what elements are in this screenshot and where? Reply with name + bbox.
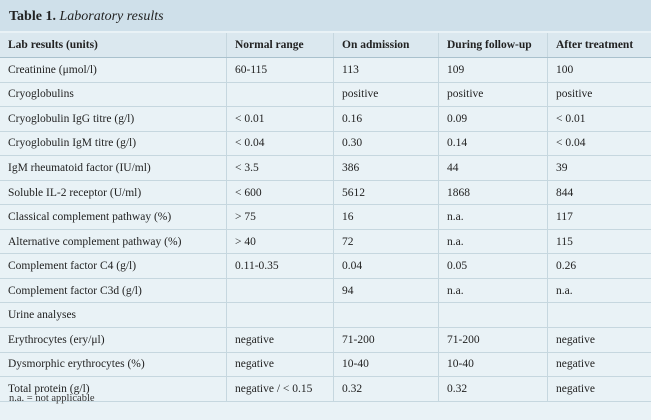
footnote: n.a. = not applicable [9,393,95,404]
col-header-lab-results: Lab results (units) [0,33,227,58]
table-row: Cryoglobulin IgM titre (g/l) < 0.04 0.30 0.… [0,131,651,157]
cell-normal-range [226,82,334,108]
cell-during-follow-up: 0.05 [438,253,548,279]
cell-lab-result: Dysmorphic erythrocytes (%) [0,352,227,378]
cell-lab-result: Creatinine (μmol/l) [0,57,227,83]
cell-after-treatment: 0.26 [547,253,651,279]
cell-normal-range: < 3.5 [226,155,334,181]
cell-normal-range: negative [226,327,334,353]
col-header-during-follow-up: During follow-up [438,33,548,58]
cell-on-admission: 0.04 [333,253,439,279]
cell-on-admission: 16 [333,204,439,230]
table-row: Alternative complement pathway (%) > 40 72… [0,229,651,255]
cell-on-admission: 113 [333,57,439,83]
table-row: Cryoglobulin IgG titre (g/l) < 0.01 0.16 0.… [0,106,651,132]
col-header-after-treatment: After treatment [547,33,651,58]
table-title-text: Laboratory results [59,9,164,24]
cell-lab-result: Erythrocytes (ery/μl) [0,327,227,353]
cell-normal-range [226,278,334,304]
cell-after-treatment: 100 [547,57,651,83]
cell-on-admission: 94 [333,278,439,304]
cell-normal-range: < 0.01 [226,106,334,132]
table-row: Cryoglobulins positive positive positive [0,82,651,108]
cell-after-treatment: < 0.04 [547,131,651,157]
cell-on-admission: 71-200 [333,327,439,353]
cell-after-treatment: n.a. [547,278,651,304]
cell-after-treatment: 844 [547,180,651,206]
cell-lab-result: Total protein (g/l) [0,376,227,402]
cell-lab-result: Classical complement pathway (%) [0,204,227,230]
cell-after-treatment: positive [547,82,651,108]
table-row: Total protein (g/l) negative / < 0.15 0.32… [0,376,651,402]
cell-on-admission: 10-40 [333,352,439,378]
cell-after-treatment: negative [547,327,651,353]
cell-lab-result: Cryoglobulin IgM titre (g/l) [0,131,227,157]
cell-after-treatment: 115 [547,229,651,255]
cell-during-follow-up: 71-200 [438,327,548,353]
cell-lab-result: Complement factor C3d (g/l) [0,278,227,304]
cell-normal-range: 60-115 [226,57,334,83]
cell-lab-result: Cryoglobulin IgG titre (g/l) [0,106,227,132]
table-body: Creatinine (μmol/l) 60-115 113 109 100 Cryogl… [0,57,651,402]
cell-on-admission: positive [333,82,439,108]
cell-on-admission: 0.16 [333,106,439,132]
lab-results-table: Lab results (units) Normal range On admi… [0,33,651,402]
cell-after-treatment: 39 [547,155,651,181]
cell-normal-range: < 600 [226,180,334,206]
cell-during-follow-up [438,302,548,329]
cell-normal-range [226,302,334,329]
cell-normal-range: < 0.04 [226,131,334,157]
cell-after-treatment [547,302,651,329]
table-row: Erythrocytes (ery/μl) negative 71-200 71-20… [0,327,651,353]
cell-lab-result: IgM rheumatoid factor (IU/ml) [0,155,227,181]
cell-lab-result: Soluble IL-2 receptor (U/ml) [0,180,227,206]
table-row: Creatinine (μmol/l) 60-115 113 109 100 [0,57,651,83]
cell-after-treatment: negative [547,376,651,402]
cell-lab-result: Alternative complement pathway (%) [0,229,227,255]
cell-normal-range: 0.11-0.35 [226,253,334,279]
cell-during-follow-up: positive [438,82,548,108]
cell-on-admission: 0.30 [333,131,439,157]
cell-normal-range: negative [226,352,334,378]
cell-normal-range: > 40 [226,229,334,255]
cell-during-follow-up: 0.32 [438,376,548,402]
cell-on-admission: 386 [333,155,439,181]
table-title-number: Table 1. [9,9,56,24]
cell-on-admission [333,302,439,329]
cell-normal-range: > 75 [226,204,334,230]
cell-during-follow-up: 0.14 [438,131,548,157]
table-row: Classical complement pathway (%) > 75 16 n.… [0,204,651,230]
cell-on-admission: 0.32 [333,376,439,402]
cell-after-treatment: < 0.01 [547,106,651,132]
cell-during-follow-up: 10-40 [438,352,548,378]
col-header-normal-range: Normal range [226,33,334,58]
cell-lab-result: Cryoglobulins [0,82,227,108]
cell-lab-result: Urine analyses [0,302,227,329]
table-row: Urine analyses [0,302,651,329]
cell-after-treatment: 117 [547,204,651,230]
header-row: Lab results (units) Normal range On admi… [0,33,651,58]
cell-during-follow-up: 109 [438,57,548,83]
table-row: Complement factor C4 (g/l) 0.11-0.35 0.04 0… [0,253,651,279]
cell-during-follow-up: n.a. [438,278,548,304]
cell-after-treatment: negative [547,352,651,378]
table-title: Table 1. Laboratory results [0,0,651,31]
cell-during-follow-up: 44 [438,155,548,181]
cell-during-follow-up: 0.09 [438,106,548,132]
table-row: Soluble IL-2 receptor (U/ml) < 600 5612 186… [0,180,651,206]
cell-during-follow-up: 1868 [438,180,548,206]
table-row: Dysmorphic erythrocytes (%) negative 10-40… [0,352,651,378]
table-row: IgM rheumatoid factor (IU/ml) < 3.5 386 44 3… [0,155,651,181]
cell-lab-result: Complement factor C4 (g/l) [0,253,227,279]
cell-normal-range: negative / < 0.15 [226,376,334,402]
cell-on-admission: 72 [333,229,439,255]
cell-on-admission: 5612 [333,180,439,206]
col-header-on-admission: On admission [333,33,439,58]
cell-during-follow-up: n.a. [438,204,548,230]
table-row: Complement factor C3d (g/l) 94 n.a. n.a. [0,278,651,304]
cell-during-follow-up: n.a. [438,229,548,255]
